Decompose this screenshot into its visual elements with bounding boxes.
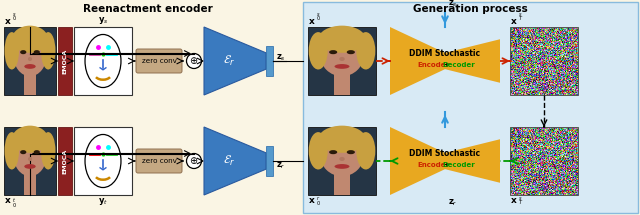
Ellipse shape	[320, 32, 364, 76]
Polygon shape	[445, 39, 500, 83]
FancyBboxPatch shape	[136, 49, 182, 73]
Text: $^r_0$: $^r_0$	[316, 196, 321, 208]
Text: $\mathbf{z}_s$: $\mathbf{z}_s$	[276, 53, 286, 63]
Ellipse shape	[4, 32, 19, 69]
Polygon shape	[445, 139, 500, 183]
Text: $\mathbf{y}_s$: $\mathbf{y}_s$	[98, 15, 108, 26]
Ellipse shape	[335, 64, 349, 69]
Polygon shape	[390, 27, 445, 95]
Ellipse shape	[318, 26, 366, 53]
Polygon shape	[390, 127, 445, 195]
Ellipse shape	[335, 164, 349, 169]
Ellipse shape	[320, 132, 364, 176]
Text: Generation process: Generation process	[413, 4, 527, 14]
Text: $\mathbf{x}$: $\mathbf{x}$	[4, 17, 12, 26]
Ellipse shape	[339, 57, 345, 61]
Text: DDIM Stochastic: DDIM Stochastic	[410, 49, 481, 57]
Text: EMOCA: EMOCA	[63, 148, 67, 174]
FancyBboxPatch shape	[4, 127, 56, 195]
Ellipse shape	[34, 50, 40, 54]
Circle shape	[186, 54, 202, 69]
Text: $\oplus$: $\oplus$	[189, 155, 198, 166]
Text: Decoder: Decoder	[443, 162, 476, 168]
Text: $\mathbf{z}_s$: $\mathbf{z}_s$	[448, 0, 458, 9]
Ellipse shape	[20, 50, 26, 54]
Text: +: +	[443, 62, 449, 68]
Ellipse shape	[12, 126, 48, 153]
Ellipse shape	[356, 32, 375, 69]
Text: $\mathbf{z}_r$: $\mathbf{z}_r$	[276, 161, 285, 171]
Text: $\mathbf{x}$: $\mathbf{x}$	[308, 196, 316, 205]
FancyBboxPatch shape	[74, 127, 132, 195]
Text: Encoder: Encoder	[417, 62, 449, 68]
Ellipse shape	[329, 50, 337, 54]
Text: $\mathcal{E}_r$: $\mathcal{E}_r$	[223, 154, 235, 168]
Ellipse shape	[347, 50, 355, 54]
Text: Decoder: Decoder	[443, 62, 476, 68]
Ellipse shape	[28, 57, 32, 61]
Text: $\mathbf{z}_r$: $\mathbf{z}_r$	[448, 198, 458, 209]
Ellipse shape	[308, 132, 328, 169]
Text: $^s_T$: $^s_T$	[518, 196, 524, 208]
Text: zero conv: zero conv	[141, 158, 177, 164]
Ellipse shape	[4, 132, 19, 169]
Text: $^t_0$: $^t_0$	[12, 196, 17, 209]
FancyBboxPatch shape	[334, 173, 350, 195]
FancyBboxPatch shape	[24, 173, 36, 195]
Ellipse shape	[318, 126, 366, 153]
Ellipse shape	[329, 150, 337, 154]
Ellipse shape	[12, 26, 48, 53]
FancyBboxPatch shape	[24, 73, 36, 95]
Text: $\mathbf{x}$: $\mathbf{x}$	[510, 196, 518, 205]
Polygon shape	[204, 127, 266, 195]
FancyBboxPatch shape	[74, 27, 132, 95]
FancyBboxPatch shape	[136, 149, 182, 173]
Ellipse shape	[41, 32, 56, 69]
FancyBboxPatch shape	[4, 27, 56, 95]
Text: $\mathbf{y}_t$: $\mathbf{y}_t$	[98, 196, 108, 207]
Text: Reenactment encoder: Reenactment encoder	[83, 4, 213, 14]
FancyBboxPatch shape	[266, 146, 273, 176]
Ellipse shape	[24, 164, 36, 169]
Text: $\mathbf{x}$: $\mathbf{x}$	[4, 196, 12, 205]
Ellipse shape	[347, 150, 355, 154]
Text: EMOCA: EMOCA	[63, 48, 67, 74]
Ellipse shape	[356, 132, 375, 169]
Text: +: +	[443, 162, 449, 168]
Ellipse shape	[34, 150, 40, 154]
Ellipse shape	[41, 132, 56, 169]
Text: $\mathcal{E}_r$: $\mathcal{E}_r$	[223, 54, 235, 68]
FancyBboxPatch shape	[308, 127, 376, 195]
Text: $\mathbf{x}$: $\mathbf{x}$	[510, 17, 518, 26]
Ellipse shape	[13, 32, 47, 76]
Ellipse shape	[24, 64, 36, 69]
Text: Encoder: Encoder	[417, 162, 449, 168]
Ellipse shape	[339, 157, 345, 161]
Text: $\oplus$: $\oplus$	[189, 55, 198, 66]
Circle shape	[186, 154, 202, 169]
Ellipse shape	[13, 132, 47, 176]
FancyBboxPatch shape	[334, 73, 350, 95]
Polygon shape	[204, 27, 266, 95]
Text: $\mathbf{x}$: $\mathbf{x}$	[308, 17, 316, 26]
Text: zero conv: zero conv	[141, 58, 177, 64]
FancyBboxPatch shape	[58, 127, 72, 195]
Ellipse shape	[308, 32, 328, 69]
FancyBboxPatch shape	[0, 0, 300, 215]
FancyBboxPatch shape	[303, 2, 638, 213]
FancyBboxPatch shape	[308, 27, 376, 95]
Text: $^s_T$: $^s_T$	[518, 12, 524, 24]
FancyBboxPatch shape	[266, 46, 273, 76]
Ellipse shape	[20, 150, 26, 154]
Ellipse shape	[28, 157, 32, 161]
FancyBboxPatch shape	[58, 27, 72, 95]
Text: DDIM Stochastic: DDIM Stochastic	[410, 149, 481, 158]
Text: $^s_0$: $^s_0$	[12, 12, 17, 24]
Text: $^s_0$: $^s_0$	[316, 12, 321, 24]
